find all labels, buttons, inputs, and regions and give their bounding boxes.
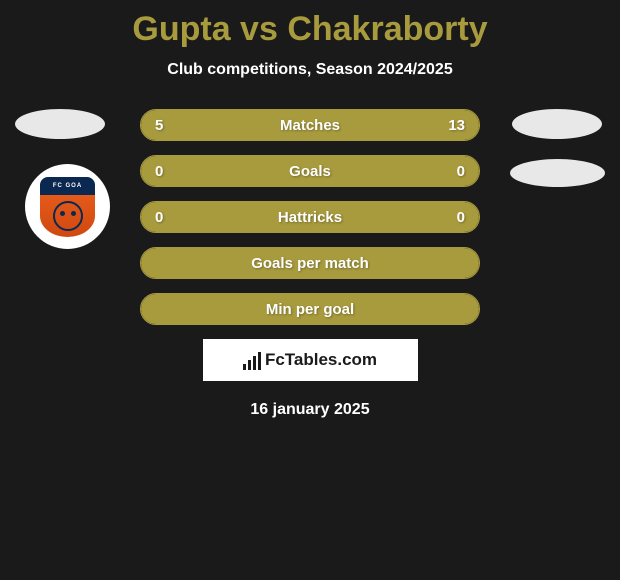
player-left-avatar: [15, 109, 105, 139]
stat-label: Hattricks: [278, 209, 342, 226]
stat-row: 0 0 Hattricks: [140, 201, 480, 233]
subtitle: Club competitions, Season 2024/2025: [0, 61, 620, 79]
date-text: 16 january 2025: [0, 401, 620, 419]
club-left-badge: FC GOA: [25, 164, 110, 249]
stat-row: Goals per match: [140, 247, 480, 279]
stat-value-left: 5: [155, 117, 163, 134]
stat-value-right: 0: [457, 163, 465, 180]
stat-label: Goals: [289, 163, 331, 180]
stat-row: Min per goal: [140, 293, 480, 325]
page-title: Gupta vs Chakraborty: [0, 10, 620, 49]
stat-row: 5 13 Matches: [140, 109, 480, 141]
stat-label: Min per goal: [266, 301, 354, 318]
stat-value-left: 0: [155, 163, 163, 180]
stat-value-left: 0: [155, 209, 163, 226]
comparison-area: FC GOA 5 13 Matches 0 0 Goals 0 0 Hattricks Goals…: [0, 109, 620, 325]
stats-rows: 5 13 Matches 0 0 Goals 0 0 Hattricks Goals per ma…: [140, 109, 480, 325]
stat-label: Goals per match: [251, 255, 369, 272]
stat-label: Matches: [280, 117, 340, 134]
club-right-badge: [510, 159, 605, 187]
club-left-badge-text: FC GOA: [40, 177, 95, 195]
stat-row: 0 0 Goals: [140, 155, 480, 187]
stat-value-right: 13: [448, 117, 465, 134]
watermark-text: FcTables.com: [265, 350, 377, 370]
watermark-chart-icon: [243, 350, 261, 370]
player-right-avatar: [512, 109, 602, 139]
watermark: FcTables.com: [203, 339, 418, 381]
stat-value-right: 0: [457, 209, 465, 226]
